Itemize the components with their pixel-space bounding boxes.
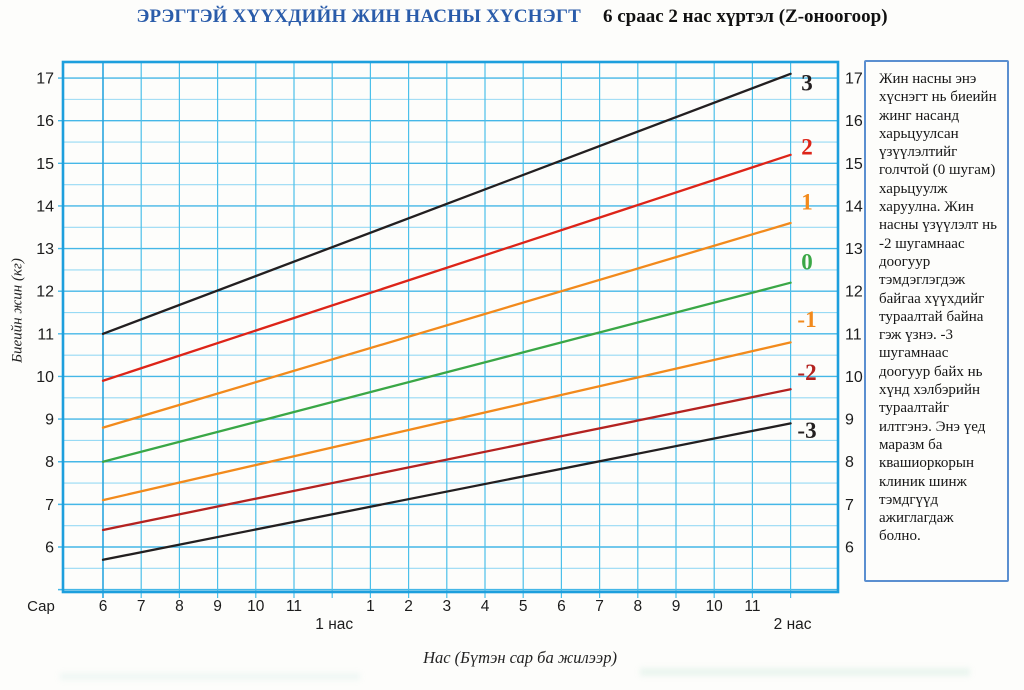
curve-z-1 <box>101 341 792 502</box>
y-tick-label-right: 16 <box>845 113 863 130</box>
x-tick-label-month: 10 <box>706 598 724 615</box>
y-tick-label-right: 14 <box>845 198 863 215</box>
y-tick-label-left: 12 <box>36 284 54 301</box>
x-tick-label-month: 9 <box>213 598 222 615</box>
y-tick-label-right: 7 <box>845 497 854 514</box>
y-tick-label-right: 17 <box>845 71 863 88</box>
y-axis-title: Биеийн жин (кг) <box>9 258 26 363</box>
x-tick-label-month: 3 <box>442 598 451 615</box>
y-tick-label-left: 10 <box>36 369 54 386</box>
y-tick-label-left: 9 <box>45 412 54 429</box>
year-label: 1 нас <box>315 616 353 633</box>
y-tick-label-right: 11 <box>845 326 862 343</box>
curve-z0 <box>101 281 792 463</box>
y-tick-label-left: 13 <box>36 241 54 258</box>
y-tick-label-right: 9 <box>845 412 854 429</box>
z-label--1: -1 <box>797 307 816 332</box>
x-tick-label-month: 1 <box>366 598 375 615</box>
curve-z2 <box>101 153 792 382</box>
x-tick-label-month: 8 <box>633 598 642 615</box>
z-label-0: 0 <box>801 249 813 274</box>
x-tick-label-month: 9 <box>672 598 681 615</box>
z-label-2: 2 <box>801 134 813 159</box>
y-tick-label-left: 14 <box>36 198 54 215</box>
y-tick-label-left: 8 <box>45 454 54 471</box>
x-tick-label-month: 11 <box>286 598 302 615</box>
y-tick-label-right: 13 <box>845 241 863 258</box>
x-tick-label-month: 5 <box>519 598 528 615</box>
x-tick-label-month: 7 <box>137 598 146 615</box>
page-subtitle: 6 сраас 2 нас хүртэл (Z-оноогоор) <box>603 6 888 27</box>
z-label--3: -3 <box>797 418 816 443</box>
x-tick-label-month: 11 <box>744 598 760 615</box>
z-label--2: -2 <box>797 360 816 385</box>
plot-border <box>61 60 840 594</box>
curve-z3 <box>101 72 792 336</box>
z-label-3: 3 <box>801 70 813 95</box>
y-tick-label-right: 8 <box>845 454 854 471</box>
curve-z-3 <box>101 422 792 561</box>
curve-z-2 <box>101 388 792 532</box>
year-label: 2 нас <box>774 616 812 633</box>
page-header: ЭРЭГТЭЙ ХҮҮХДИЙН ЖИН НАСНЫ ХҮСНЭГТ 6 сра… <box>0 6 1024 36</box>
x-tick-label-month: 10 <box>247 598 265 615</box>
x-tick-label-month: 7 <box>595 598 604 615</box>
x-tick-label-month: 8 <box>175 598 184 615</box>
curve-z1 <box>101 221 792 429</box>
y-tick-label-right: 12 <box>845 284 863 301</box>
y-tick-label-left: 11 <box>37 326 54 343</box>
y-tick-label-left: 6 <box>45 540 54 557</box>
x-tick-label-month: 6 <box>557 598 566 615</box>
y-tick-label-right: 15 <box>845 156 863 173</box>
y-tick-label-left: 15 <box>36 156 54 173</box>
x-tick-label-month: 4 <box>481 598 490 615</box>
y-tick-label-right: 6 <box>845 540 854 557</box>
z-label-1: 1 <box>801 190 813 215</box>
y-tick-label-left: 17 <box>36 71 54 88</box>
y-tick-label-right: 10 <box>845 369 863 386</box>
x-unit-label: Сар <box>27 598 55 615</box>
info-panel-text: Жин насны энэ хүснэгт нь биеийн жинг нас… <box>879 71 997 545</box>
x-tick-label-month: 2 <box>404 598 413 615</box>
x-tick-label-month: 6 <box>99 598 108 615</box>
info-panel: Жин насны энэ хүснэгт нь биеийн жинг нас… <box>864 60 1009 582</box>
y-tick-label-left: 16 <box>36 113 54 130</box>
page-title: ЭРЭГТЭЙ ХҮҮХДИЙН ЖИН НАСНЫ ХҮСНЭГТ <box>136 6 581 27</box>
y-tick-label-left: 7 <box>45 497 54 514</box>
x-axis-title: Нас (Бүтэн сар ба жилээр) <box>423 648 617 667</box>
